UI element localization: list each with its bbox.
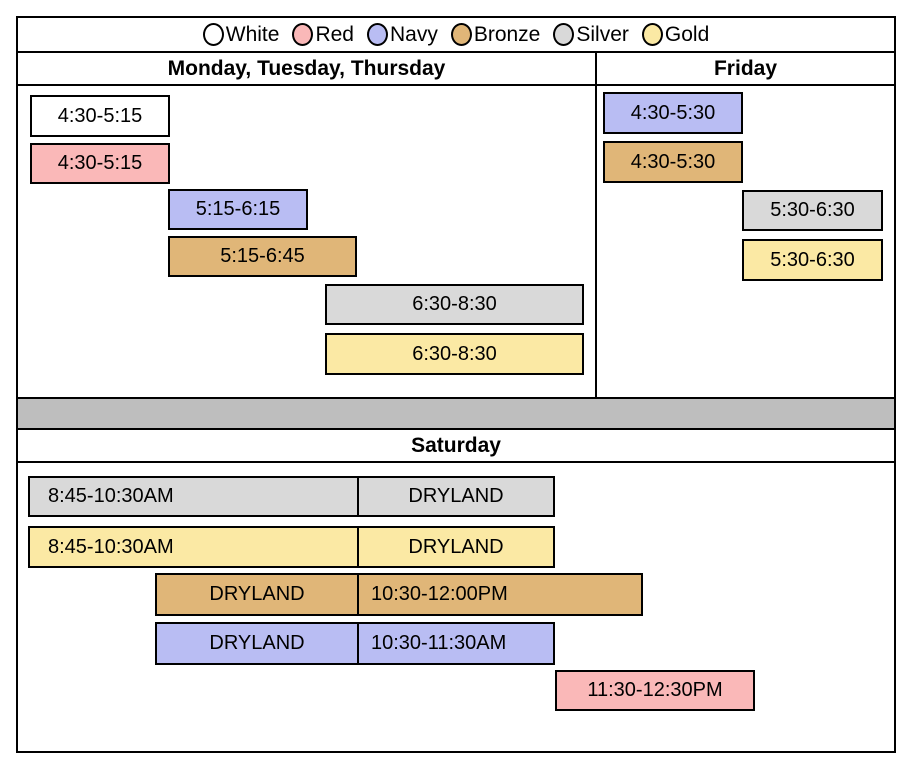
saturday-dryland-cell: DRYLAND — [209, 632, 305, 654]
friday-header: Friday — [713, 56, 778, 80]
saturday-time-cell: 10:30-11:30AM — [357, 624, 553, 663]
saturday-time-cell: 10:30-12:00PM — [357, 575, 641, 614]
block-weekday-red: 4:30-5:15 — [30, 143, 170, 184]
block-time: 5:30-6:30 — [770, 248, 855, 271]
block-weekday-white: 4:30-5:15 — [30, 95, 170, 137]
block-weekday-silver: 6:30-8:30 — [325, 284, 584, 325]
silver-group-swatch-icon — [553, 23, 575, 46]
block-time: 4:30-5:15 — [57, 152, 143, 174]
saturday-dryland-cell: DRYLAND — [357, 528, 553, 566]
weekdays-header: Monday, Tuesday, Thursday — [18, 53, 597, 84]
block-weekday-gold: 6:30-8:30 — [325, 333, 584, 375]
navy-group-swatch-icon — [366, 23, 388, 46]
block-time: 4:30-5:30 — [630, 150, 716, 173]
saturday-schedule-area: 8:45-10:30AM DRYLAND 8:45-10:30AM DRYLAN… — [18, 463, 894, 751]
legend-item-bronze: Bronze — [450, 22, 541, 47]
block-friday-gold: 5:30-6:30 — [742, 239, 883, 281]
legend-label: Navy — [389, 22, 438, 46]
block-friday-navy: 4:30-5:30 — [603, 92, 743, 134]
block-time: 6:30-8:30 — [412, 342, 497, 365]
white-group-swatch-icon — [202, 23, 224, 46]
weekday-schedule-area: 4:30-5:15 4:30-5:15 5:15-6:15 5:15-6:45 … — [18, 86, 894, 399]
legend-label: Red — [315, 22, 354, 46]
block-saturday-navy: DRYLAND 10:30-11:30AM — [155, 622, 555, 665]
legend-item-red: Red — [292, 23, 354, 47]
block-time: 5:30-6:30 — [770, 199, 855, 221]
block-weekday-navy: 5:15-6:15 — [168, 189, 308, 230]
legend-item-silver: Silver — [553, 23, 629, 47]
saturday-header: Saturday — [18, 430, 894, 463]
block-weekday-bronze: 5:15-6:45 — [168, 236, 357, 277]
legend-label: White — [225, 22, 280, 46]
legend-label: Bronze — [473, 22, 541, 46]
day-header-row: Monday, Tuesday, Thursday Friday — [18, 53, 894, 86]
block-time: 4:30-5:30 — [630, 101, 716, 124]
block-time: 5:15-6:45 — [220, 245, 305, 267]
block-saturday-bronze: DRYLAND 10:30-12:00PM — [155, 573, 643, 616]
block-saturday-red: 11:30-12:30PM — [555, 670, 755, 711]
block-saturday-gold: 8:45-10:30AM DRYLAND — [28, 526, 555, 568]
block-friday-silver: 5:30-6:30 — [742, 190, 883, 231]
block-saturday-silver: 8:45-10:30AM DRYLAND — [28, 476, 555, 517]
legend-item-navy: Navy — [366, 22, 438, 47]
schedule-table: White Red Navy Bronze Silver Gold Monday… — [16, 16, 896, 753]
legend: White Red Navy Bronze Silver Gold — [18, 18, 894, 53]
saturday-dryland-cell: DRYLAND — [357, 478, 553, 515]
section-separator — [18, 399, 894, 430]
legend-item-white: White — [202, 22, 280, 47]
saturday-time-cell: 11:30-12:30PM — [587, 679, 723, 701]
saturday-time-cell: 8:45-10:30AM — [48, 535, 174, 558]
legend-label: Silver — [576, 22, 629, 46]
bronze-group-swatch-icon — [450, 23, 472, 46]
block-time: 5:15-6:15 — [195, 198, 281, 220]
block-time: 4:30-5:15 — [57, 104, 143, 127]
saturday-time-cell: 8:45-10:30AM — [48, 485, 174, 507]
block-friday-bronze: 4:30-5:30 — [603, 141, 743, 183]
red-group-swatch-icon — [292, 23, 314, 46]
block-time: 6:30-8:30 — [412, 293, 497, 315]
legend-item-gold: Gold — [641, 22, 710, 47]
gold-group-swatch-icon — [641, 23, 663, 46]
saturday-dryland-cell: DRYLAND — [209, 583, 305, 605]
column-divider — [595, 86, 597, 397]
legend-label: Gold — [664, 22, 710, 46]
